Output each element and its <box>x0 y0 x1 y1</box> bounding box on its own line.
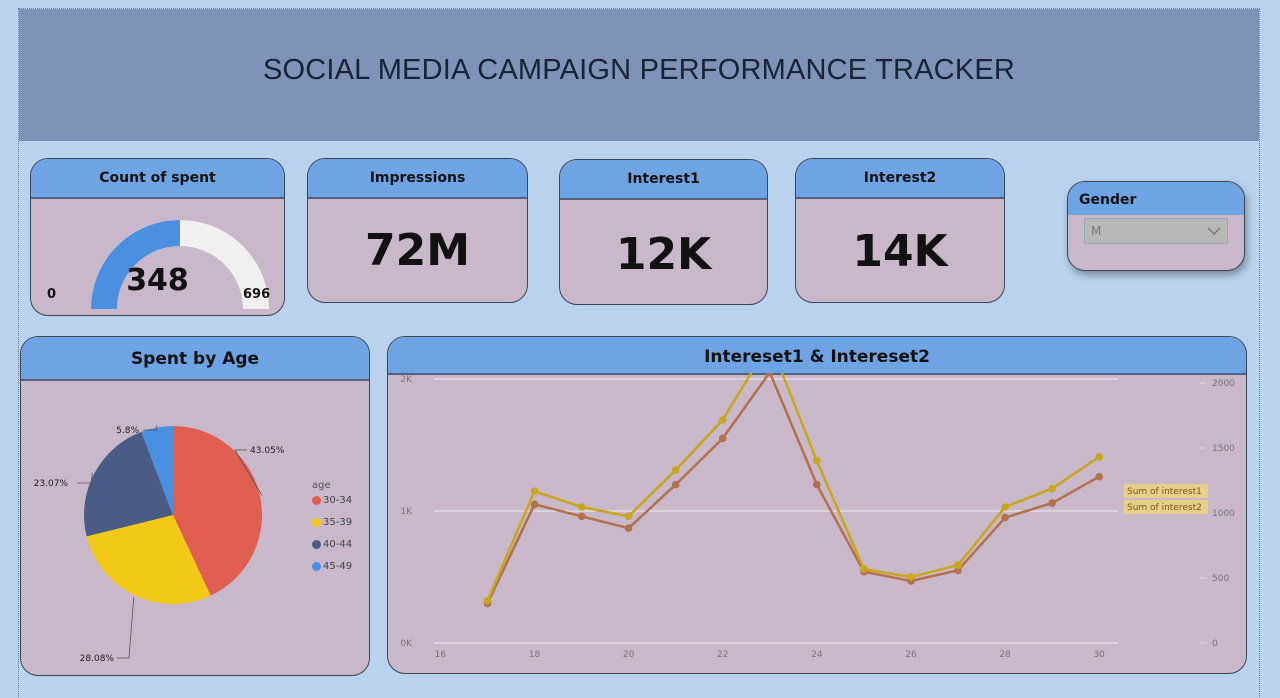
y-right-tick: 500 <box>1212 574 1229 584</box>
data-point[interactable] <box>578 503 586 511</box>
gender-slicer[interactable]: Gender M <box>1067 181 1245 271</box>
y-right-tick: 2000 <box>1212 379 1235 389</box>
data-point[interactable] <box>672 481 680 489</box>
interest-line-panel[interactable]: Intereset1 & Intereset2 0K 1K 2K 0 500 1000 15… <box>387 336 1247 674</box>
pie-chart-title: Spent by Age <box>21 337 369 381</box>
page-title: SOCIAL MEDIA CAMPAIGN PERFORMANCE TRACKE… <box>263 54 1015 87</box>
legend-swatch <box>312 562 321 571</box>
data-point[interactable] <box>484 597 492 605</box>
impressions-card[interactable]: Impressions 72M <box>307 158 528 303</box>
data-point[interactable] <box>625 524 633 532</box>
data-point[interactable] <box>813 481 821 489</box>
x-tick: 26 <box>905 650 917 660</box>
series-line-2[interactable] <box>488 373 1100 603</box>
count-spent-label: Count of spent <box>31 159 284 199</box>
interest1-label: Interest1 <box>560 160 767 200</box>
data-point[interactable] <box>1095 473 1103 481</box>
count-spent-card[interactable]: Count of spent 348 0 696 <box>30 158 285 316</box>
pie-leader-line <box>77 473 92 483</box>
data-point[interactable] <box>1048 485 1056 493</box>
data-point[interactable] <box>531 487 539 495</box>
interest2-value: 14K <box>796 226 1004 277</box>
data-point[interactable] <box>1095 453 1103 461</box>
chevron-down-icon[interactable] <box>1207 219 1221 243</box>
data-point[interactable] <box>578 513 586 521</box>
pie-data-label: 28.08% <box>80 654 115 664</box>
y-right-tick: 0 <box>1212 639 1218 649</box>
impressions-value: 72M <box>308 225 527 276</box>
header-banner: SOCIAL MEDIA CAMPAIGN PERFORMANCE TRACKE… <box>19 9 1259 141</box>
gender-selected-value: M <box>1091 224 1101 238</box>
data-point[interactable] <box>813 457 821 465</box>
pie-legend-item[interactable]: 40-44 <box>312 539 352 550</box>
data-point[interactable] <box>907 573 915 581</box>
data-point[interactable] <box>531 501 539 509</box>
pie-data-label: 23.07% <box>34 479 69 489</box>
x-tick: 16 <box>435 650 447 660</box>
data-point[interactable] <box>719 435 727 443</box>
pie-legend-title: age <box>312 480 331 491</box>
line-chart-title: Intereset1 & Intereset2 <box>388 337 1246 375</box>
data-point[interactable] <box>672 466 680 474</box>
y-right-tick: 1500 <box>1212 444 1235 454</box>
interest2-card[interactable]: Interest2 14K <box>795 158 1005 303</box>
pie-data-label: 43.05% <box>250 446 285 456</box>
data-point[interactable] <box>954 561 962 569</box>
interest1-value: 12K <box>560 229 767 280</box>
x-tick: 22 <box>717 650 728 660</box>
pie-legend-item[interactable]: 35-39 <box>312 517 352 528</box>
legend-swatch <box>312 518 321 527</box>
data-point[interactable] <box>719 416 727 424</box>
x-tick: 30 <box>1093 650 1105 660</box>
pie-leader-line <box>117 597 134 658</box>
data-point[interactable] <box>1048 499 1056 507</box>
gauge-min-label: 0 <box>47 287 56 302</box>
line-chart: 0K 1K 2K 0 500 1000 1500 2000 16 18 20 22 24 26 28 30 Su… <box>388 373 1247 674</box>
y-left-tick: 1K <box>400 507 413 517</box>
data-point[interactable] <box>1001 514 1009 522</box>
impressions-label: Impressions <box>308 159 527 199</box>
x-tick: 28 <box>999 650 1011 660</box>
legend-label: 30-34 <box>323 495 352 506</box>
pie-legend-item[interactable]: 45-49 <box>312 561 352 572</box>
data-point[interactable] <box>1001 503 1009 511</box>
x-tick: 18 <box>529 650 541 660</box>
gauge-max-label: 696 <box>243 287 270 302</box>
x-tick: 20 <box>623 650 635 660</box>
x-tick: 24 <box>811 650 823 660</box>
y-left-tick: 0K <box>400 639 413 649</box>
data-point[interactable] <box>625 513 633 521</box>
gender-slicer-label: Gender <box>1068 182 1244 215</box>
gender-dropdown[interactable]: M <box>1084 218 1228 244</box>
y-left-tick: 2K <box>400 375 413 385</box>
legend-label: 40-44 <box>323 539 352 550</box>
legend-label: 35-39 <box>323 517 352 528</box>
interest2-label: Interest2 <box>796 159 1004 199</box>
pie-legend-item[interactable]: 30-34 <box>312 495 352 506</box>
legend-swatch <box>312 540 321 549</box>
data-point[interactable] <box>860 565 868 573</box>
pie-data-label: 5.8% <box>116 426 139 436</box>
series-end-label: Sum of interest1 <box>1127 487 1202 497</box>
spent-by-age-panel[interactable]: Spent by Age 43.05% 28.08% 23.07% 5.8% age … <box>20 336 370 676</box>
y-right-tick: 1000 <box>1212 509 1235 519</box>
series-line-1[interactable] <box>488 373 1100 601</box>
legend-swatch <box>312 496 321 505</box>
legend-label: 45-49 <box>323 561 352 572</box>
series-end-label: Sum of interest2 <box>1127 503 1202 513</box>
interest1-card[interactable]: Interest1 12K <box>559 159 768 305</box>
